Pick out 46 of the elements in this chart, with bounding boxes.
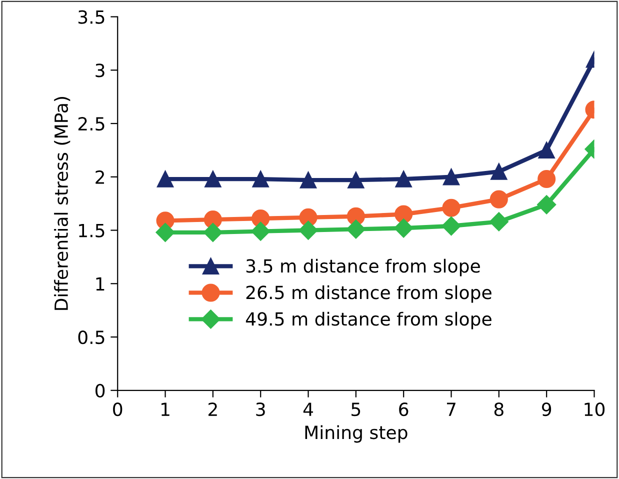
point (442, 168, 460, 186)
point (346, 220, 366, 239)
point (538, 170, 556, 188)
point (489, 212, 508, 232)
x-tick-label: 5 (352, 402, 360, 416)
point (204, 170, 222, 188)
point (537, 195, 556, 214)
y-tick-label: 2 (96, 170, 104, 184)
point (203, 222, 222, 242)
y-tick-label: 3 (96, 64, 104, 78)
point (395, 170, 412, 188)
point (251, 222, 270, 241)
point (300, 172, 317, 188)
x-axis-title: Mining step (305, 425, 408, 443)
point (252, 170, 269, 188)
y-tick-label: 1.5 (79, 224, 104, 238)
x-tick-label: 10 (584, 402, 605, 416)
x-tick-label: 8 (494, 402, 504, 416)
point (490, 190, 508, 208)
legend-label: 26.5 m distance from slope (246, 285, 492, 303)
legend-label: 49.5 m distance from slope (246, 312, 492, 330)
point (538, 142, 555, 159)
legend-label: 3.5 m distance from slope (246, 258, 480, 276)
y-tick-label: 0 (96, 384, 105, 398)
point (348, 172, 364, 188)
y-tick-label: 3.5 (78, 10, 104, 24)
x-tick-label: 0 (113, 402, 122, 416)
point (394, 205, 413, 224)
y-tick-label: 1 (96, 277, 104, 290)
point (394, 218, 414, 238)
x-tick-label: 1 (162, 402, 170, 416)
x-tick-label: 7 (446, 402, 456, 416)
x-tick-label: 9 (542, 402, 552, 416)
y-tick-label: 0.5 (78, 330, 104, 344)
x-tick-label: 4 (303, 402, 313, 416)
point (490, 163, 508, 180)
x-tick-label: 3 (256, 402, 265, 416)
x-tick-label: 6 (399, 402, 408, 416)
y-tick-label: 2.5 (78, 116, 104, 131)
point (156, 222, 175, 242)
point (298, 220, 318, 240)
point (442, 216, 461, 236)
point (156, 170, 174, 188)
point (442, 198, 460, 217)
x-tick-label: 2 (208, 402, 217, 416)
y-axis-title: Differential stress (MPa) (54, 97, 70, 310)
